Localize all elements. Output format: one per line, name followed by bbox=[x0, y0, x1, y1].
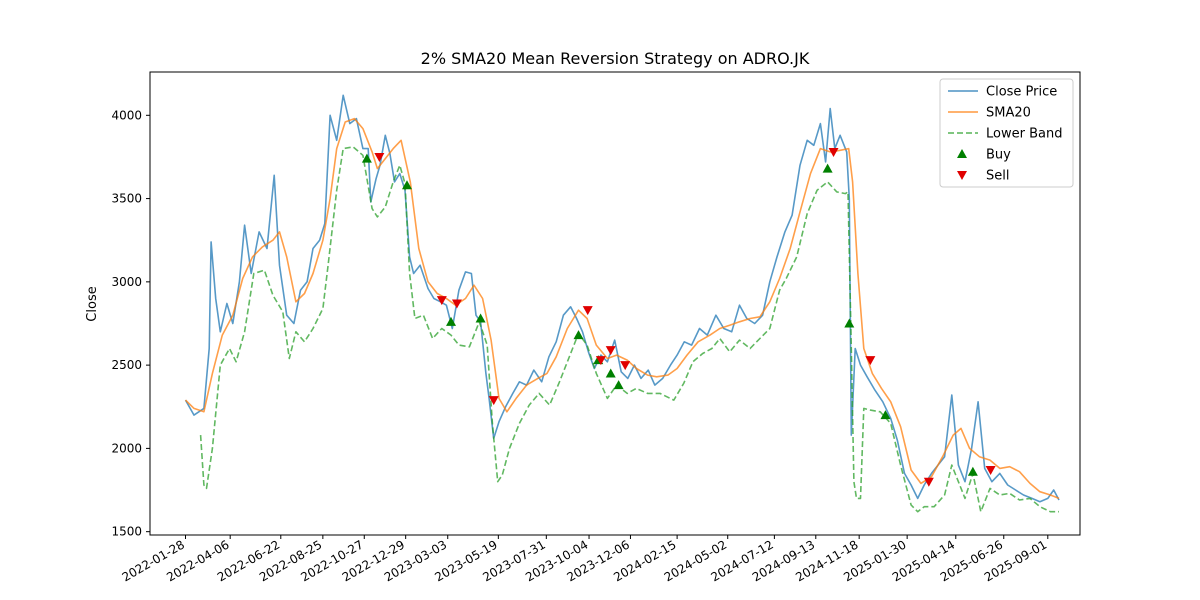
buy-marker bbox=[605, 368, 616, 378]
plot-frame bbox=[149, 71, 1081, 536]
sell-marker bbox=[828, 147, 839, 157]
legend-lower-band-label: Lower Band bbox=[986, 127, 1062, 142]
legend-sell-label: Sell bbox=[986, 169, 1009, 184]
close-price-line bbox=[184, 94, 1060, 503]
y-tick-label: 3000 bbox=[111, 275, 142, 289]
legend-buy-swatch bbox=[957, 149, 967, 158]
sell-marker bbox=[605, 346, 616, 356]
sell-marker bbox=[436, 296, 447, 306]
legend-box bbox=[939, 78, 1074, 188]
lower-band-line bbox=[199, 146, 1059, 513]
sell-marker bbox=[620, 361, 631, 371]
sell-marker bbox=[451, 299, 462, 309]
legend: Close Price SMA20 Lower Band Buy Sell bbox=[939, 78, 1074, 188]
buy-marker bbox=[446, 316, 457, 326]
x-axis: 2022-01-282022-04-062022-06-222022-08-25… bbox=[120, 535, 1049, 584]
sell-marker bbox=[923, 477, 934, 487]
legend-sell-swatch bbox=[957, 171, 967, 180]
buy-marker bbox=[880, 410, 891, 420]
buy-marker bbox=[822, 163, 833, 173]
y-tick-label: 2000 bbox=[111, 441, 142, 455]
legend-close-price-label: Close Price bbox=[986, 85, 1057, 100]
buy-marker bbox=[573, 330, 584, 340]
plot-area bbox=[184, 94, 1060, 513]
y-tick-label: 1500 bbox=[111, 525, 142, 539]
buy-marker bbox=[361, 153, 372, 163]
sell-marker bbox=[582, 306, 593, 316]
y-axis: 1500 2000 2500 3000 3500 4000 bbox=[111, 108, 150, 539]
sell-marker bbox=[374, 152, 385, 162]
buy-marker bbox=[967, 466, 978, 476]
sell-marker bbox=[595, 356, 606, 366]
y-axis-label: Close bbox=[85, 286, 100, 321]
y-tick-label: 2500 bbox=[111, 358, 142, 372]
chart-title: 2% SMA20 Mean Reversion Strategy on ADRO… bbox=[421, 49, 810, 68]
buy-marker bbox=[475, 313, 486, 323]
buy-marker bbox=[613, 380, 624, 390]
sma20-line bbox=[184, 117, 1060, 500]
buy-marker bbox=[844, 318, 855, 328]
y-tick-label: 3500 bbox=[111, 192, 142, 206]
sell-marker bbox=[488, 396, 499, 406]
legend-sma20-label: SMA20 bbox=[986, 106, 1031, 121]
legend-buy-label: Buy bbox=[986, 148, 1011, 163]
sell-marker bbox=[865, 356, 876, 366]
sell-marker bbox=[985, 466, 996, 476]
y-tick-label: 4000 bbox=[111, 108, 142, 122]
buy-marker bbox=[401, 180, 412, 190]
